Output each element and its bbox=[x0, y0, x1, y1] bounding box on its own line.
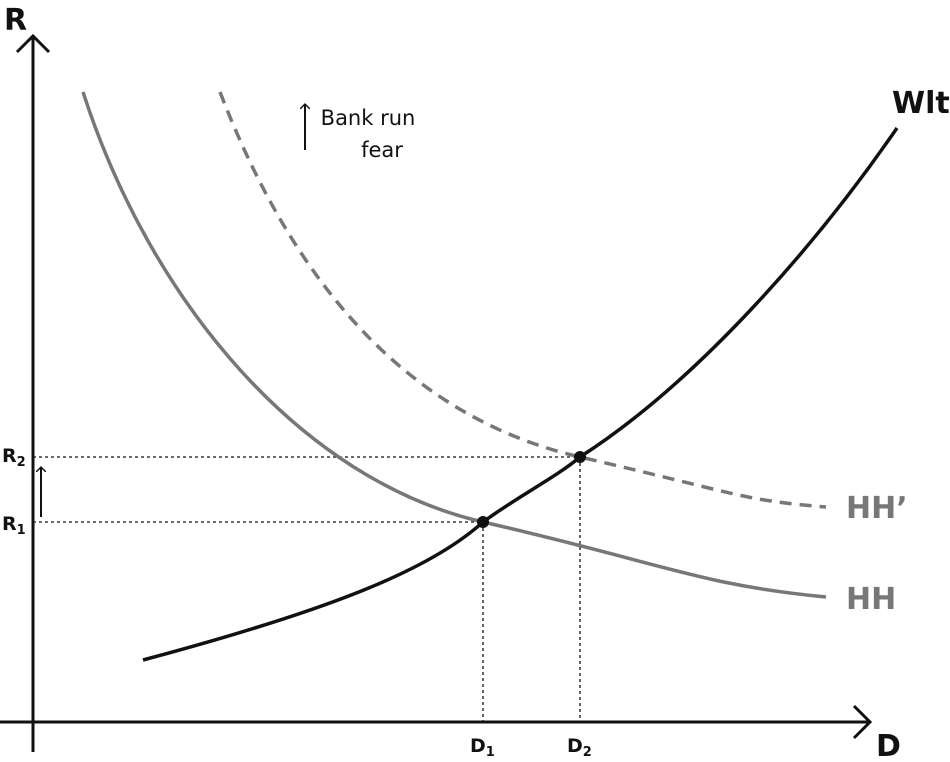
label-main: R bbox=[2, 445, 17, 467]
equilibrium-point bbox=[477, 516, 489, 528]
axes bbox=[0, 33, 873, 752]
curve-label: HH bbox=[846, 582, 896, 617]
curve-label: Wlt bbox=[892, 86, 950, 121]
label-main: D bbox=[470, 735, 486, 757]
wlt-curve bbox=[142, 127, 899, 662]
equilibrium-point bbox=[574, 451, 586, 463]
hh-new-curve bbox=[218, 91, 827, 509]
x-arrow bbox=[852, 704, 873, 740]
y-axis-label: R bbox=[4, 3, 27, 38]
label-main: R bbox=[2, 513, 17, 535]
label-sub: 2 bbox=[583, 745, 592, 758]
y-arrow bbox=[15, 33, 51, 54]
x-axis-label: D bbox=[876, 729, 901, 758]
label-sub: 1 bbox=[486, 745, 495, 758]
label-sub: 1 bbox=[17, 523, 26, 538]
d1-label: D1 bbox=[470, 735, 495, 758]
r1-label: R1 bbox=[2, 513, 26, 538]
guides bbox=[33, 456, 581, 722]
annotation: Bank run bbox=[321, 106, 416, 130]
curve-label: HH’ bbox=[846, 491, 908, 526]
r2-label: R2 bbox=[2, 445, 26, 470]
annotation: fear bbox=[361, 138, 403, 162]
hh-curve bbox=[81, 91, 827, 599]
label-sub: 2 bbox=[17, 455, 26, 470]
d2-label: D2 bbox=[567, 735, 592, 758]
label-main: D bbox=[567, 735, 583, 757]
